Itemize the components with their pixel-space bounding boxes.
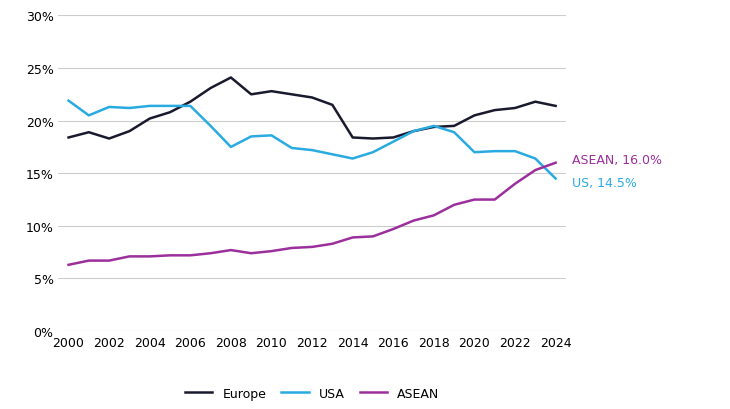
ASEAN xyxy=(166,253,174,258)
USA xyxy=(247,135,255,139)
ASEAN xyxy=(85,258,93,263)
Europe xyxy=(491,108,499,113)
ASEAN xyxy=(328,242,337,247)
Europe xyxy=(166,110,174,115)
USA xyxy=(64,99,73,104)
Europe xyxy=(510,106,519,111)
USA xyxy=(409,129,418,134)
USA xyxy=(470,151,479,155)
Europe xyxy=(125,129,134,134)
USA xyxy=(348,157,357,162)
Europe xyxy=(531,100,539,105)
USA xyxy=(389,140,398,145)
ASEAN xyxy=(267,249,276,254)
Legend: Europe, USA, ASEAN: Europe, USA, ASEAN xyxy=(180,382,445,405)
Europe xyxy=(470,114,479,119)
Europe xyxy=(369,137,377,142)
USA xyxy=(450,130,458,135)
Europe xyxy=(267,90,276,94)
USA xyxy=(307,148,316,153)
Europe xyxy=(348,136,357,141)
USA xyxy=(429,124,438,129)
USA xyxy=(551,177,560,182)
ASEAN xyxy=(389,227,398,232)
ASEAN xyxy=(307,245,316,250)
ASEAN xyxy=(186,253,195,258)
Europe xyxy=(64,136,73,141)
ASEAN xyxy=(226,248,235,253)
Europe xyxy=(226,76,235,81)
Text: US, 14.5%: US, 14.5% xyxy=(572,177,637,190)
ASEAN xyxy=(105,258,114,263)
Europe xyxy=(551,104,560,109)
USA xyxy=(186,104,195,109)
USA xyxy=(510,149,519,154)
USA xyxy=(369,151,377,155)
Europe xyxy=(145,117,154,122)
ASEAN xyxy=(491,198,499,202)
Europe xyxy=(207,86,215,91)
USA xyxy=(328,153,337,157)
USA xyxy=(288,146,296,151)
USA xyxy=(491,149,499,154)
Line: USA: USA xyxy=(69,101,556,179)
Europe xyxy=(288,92,296,97)
ASEAN xyxy=(288,246,296,251)
Europe xyxy=(450,124,458,129)
Text: ASEAN, 16.0%: ASEAN, 16.0% xyxy=(572,154,662,166)
Europe xyxy=(247,92,255,97)
Europe xyxy=(328,103,337,108)
Line: ASEAN: ASEAN xyxy=(69,163,556,265)
ASEAN xyxy=(247,251,255,256)
USA xyxy=(85,114,93,119)
USA xyxy=(145,104,154,109)
Line: Europe: Europe xyxy=(69,78,556,139)
USA xyxy=(207,124,215,129)
ASEAN xyxy=(510,182,519,187)
USA xyxy=(226,145,235,150)
USA xyxy=(531,157,539,162)
Europe xyxy=(186,100,195,105)
ASEAN xyxy=(64,263,73,267)
Europe xyxy=(105,137,114,142)
ASEAN xyxy=(470,198,479,202)
USA xyxy=(267,134,276,139)
Europe xyxy=(307,96,316,101)
ASEAN xyxy=(531,168,539,173)
ASEAN xyxy=(551,161,560,166)
ASEAN xyxy=(369,234,377,239)
Europe xyxy=(85,130,93,135)
ASEAN xyxy=(348,236,357,240)
ASEAN xyxy=(207,251,215,256)
USA xyxy=(125,106,134,111)
ASEAN xyxy=(125,254,134,259)
Europe xyxy=(429,125,438,130)
Europe xyxy=(389,136,398,141)
USA xyxy=(166,104,174,109)
ASEAN xyxy=(409,218,418,223)
ASEAN xyxy=(450,203,458,208)
USA xyxy=(105,105,114,110)
ASEAN xyxy=(429,213,438,218)
ASEAN xyxy=(145,254,154,259)
Europe xyxy=(409,129,418,134)
